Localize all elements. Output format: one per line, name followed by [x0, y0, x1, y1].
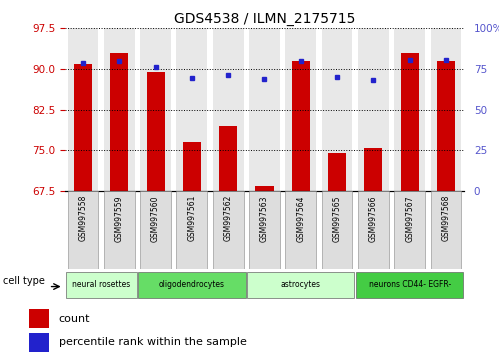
Bar: [67, 28, 98, 191]
Text: astrocytes: astrocytes: [281, 280, 321, 290]
Bar: [437, 61, 455, 191]
Text: percentile rank within the sample: percentile rank within the sample: [58, 337, 247, 347]
Text: GSM997561: GSM997561: [188, 195, 197, 241]
Text: GSM997563: GSM997563: [260, 195, 269, 241]
Bar: [110, 53, 128, 191]
Bar: [249, 191, 280, 269]
Bar: [328, 153, 346, 191]
Bar: [213, 191, 244, 269]
Text: oligodendrocytes: oligodendrocytes: [159, 280, 225, 290]
Text: GSM997567: GSM997567: [405, 195, 414, 241]
Bar: [358, 28, 389, 191]
Bar: [74, 64, 92, 191]
Bar: [138, 272, 246, 298]
Bar: [285, 191, 316, 269]
Bar: [177, 191, 207, 269]
Text: neurons CD44- EGFR-: neurons CD44- EGFR-: [368, 280, 451, 290]
Bar: [364, 148, 382, 191]
Bar: [394, 191, 425, 269]
Bar: [322, 191, 352, 269]
Text: count: count: [58, 314, 90, 324]
Bar: [219, 126, 237, 191]
Text: GSM997566: GSM997566: [369, 195, 378, 241]
Bar: [249, 28, 280, 191]
Bar: [104, 191, 135, 269]
Bar: [65, 272, 137, 298]
Bar: [183, 142, 201, 191]
Text: GSM997568: GSM997568: [442, 195, 451, 241]
Bar: [177, 28, 207, 191]
Bar: [213, 28, 244, 191]
Text: GSM997562: GSM997562: [224, 195, 233, 241]
Bar: [401, 53, 419, 191]
Bar: [431, 191, 462, 269]
Bar: [104, 28, 135, 191]
Text: GSM997564: GSM997564: [296, 195, 305, 241]
Bar: [29, 333, 49, 352]
Bar: [356, 272, 464, 298]
Text: cell type: cell type: [3, 276, 45, 286]
Bar: [67, 191, 98, 269]
Bar: [140, 28, 171, 191]
Bar: [292, 61, 310, 191]
Title: GDS4538 / ILMN_2175715: GDS4538 / ILMN_2175715: [174, 12, 355, 26]
Text: GSM997560: GSM997560: [151, 195, 160, 241]
Bar: [29, 309, 49, 328]
Bar: [247, 272, 354, 298]
Text: GSM997565: GSM997565: [332, 195, 341, 241]
Bar: [394, 28, 425, 191]
Text: GSM997559: GSM997559: [115, 195, 124, 241]
Bar: [322, 28, 352, 191]
Bar: [431, 28, 462, 191]
Text: GSM997558: GSM997558: [78, 195, 87, 241]
Bar: [255, 186, 273, 191]
Bar: [140, 191, 171, 269]
Bar: [147, 72, 165, 191]
Bar: [358, 191, 389, 269]
Bar: [285, 28, 316, 191]
Text: neural rosettes: neural rosettes: [72, 280, 130, 290]
